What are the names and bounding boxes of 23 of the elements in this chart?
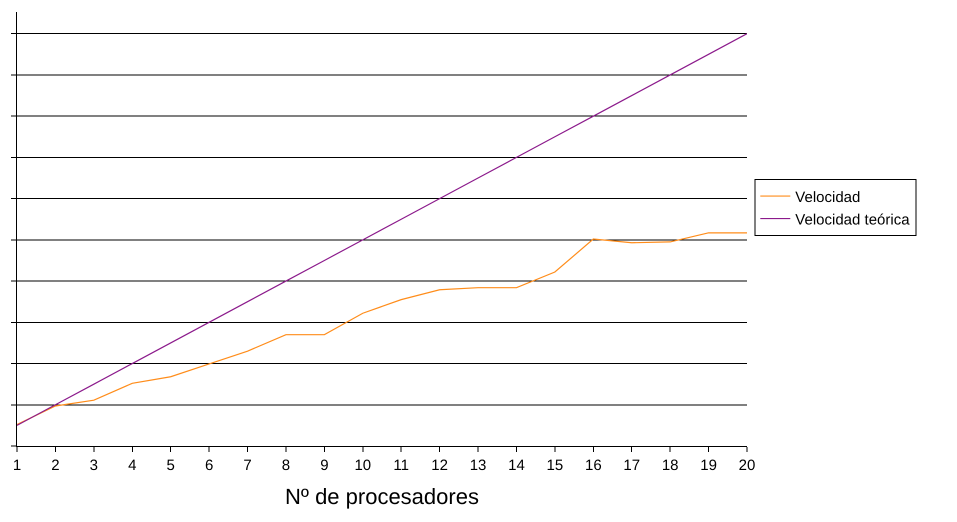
x-tick-label: 2	[51, 457, 60, 474]
x-tick-label: 10	[354, 457, 372, 474]
x-tick-label: 1	[12, 457, 22, 474]
x-tick-label: 11	[393, 457, 409, 474]
x-tick-label: 7	[243, 457, 252, 474]
x-tick-label: 13	[470, 457, 486, 474]
x-tick-label: 20	[738, 457, 756, 474]
legend-label: Velocidad teórica	[795, 211, 910, 228]
x-tick-label: 16	[584, 457, 602, 474]
x-tick-label: 19	[700, 457, 717, 474]
x-axis-title: Nº de procesadores	[285, 484, 479, 509]
x-tick-label: 14	[508, 457, 525, 474]
legend-label: Velocidad	[795, 188, 860, 206]
x-tick-label: 9	[320, 457, 329, 474]
x-tick-label: 15	[546, 457, 564, 474]
x-tick-label: 4	[128, 457, 136, 474]
x-tick-label: 5	[166, 457, 175, 474]
x-tick-label: 17	[623, 457, 640, 474]
x-tick-label: 8	[282, 457, 290, 474]
x-tick-label: 6	[204, 457, 214, 474]
x-tick-label: 18	[662, 457, 679, 474]
x-tick-label: 3	[90, 457, 98, 474]
x-tick-label: 12	[431, 457, 448, 474]
